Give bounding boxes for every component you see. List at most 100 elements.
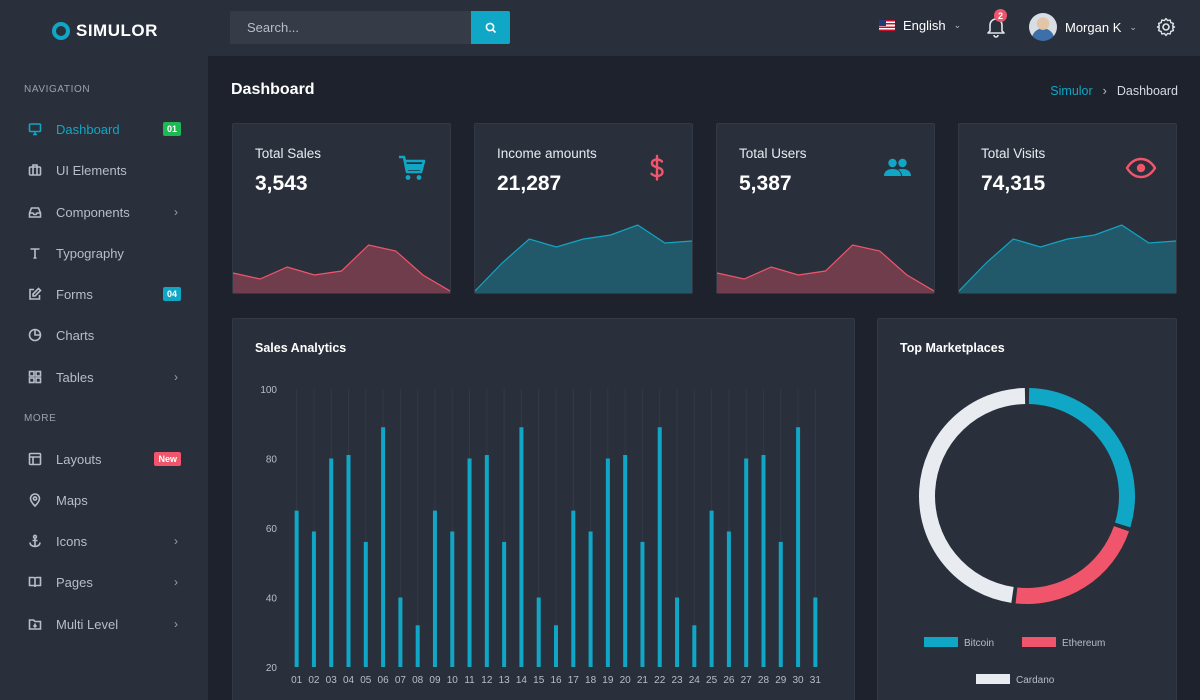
nav-section-navigation: NAVIGATION xyxy=(24,84,91,95)
sidebar-item-multi-level[interactable]: Multi Level › xyxy=(0,606,208,642)
sidebar: SIMULOR NAVIGATION MORE Dashboard 01 UI El… xyxy=(0,0,208,700)
language-label: English xyxy=(903,18,946,33)
anchor-icon xyxy=(28,534,42,548)
x-tick-label: 23 xyxy=(671,675,683,686)
sparkline-total-sales xyxy=(233,244,450,293)
bar-24 xyxy=(692,625,697,667)
eye-icon xyxy=(1125,157,1157,179)
search-icon xyxy=(485,22,496,33)
bar-02 xyxy=(311,531,316,667)
x-tick-label: 20 xyxy=(620,675,632,686)
logo-icon xyxy=(52,22,70,40)
sidebar-item-components[interactable]: Components › xyxy=(0,194,208,230)
sidebar-item-label: Typography xyxy=(56,245,124,261)
bar-31 xyxy=(813,597,818,667)
x-tick-label: 24 xyxy=(689,675,701,686)
stat-value: 5,387 xyxy=(739,172,792,195)
bar-03 xyxy=(329,458,334,667)
sidebar-item-ui-elements[interactable]: UI Elements xyxy=(0,152,208,188)
bar-08 xyxy=(415,625,420,667)
y-tick-label: 80 xyxy=(266,455,278,466)
gear-icon[interactable] xyxy=(1156,17,1176,37)
sparkline-income-amounts xyxy=(475,224,692,293)
language-selector[interactable]: English ⌄ xyxy=(879,18,961,33)
sidebar-item-pages[interactable]: Pages › xyxy=(0,564,208,600)
bar-18 xyxy=(588,531,593,667)
x-tick-label: 01 xyxy=(291,675,303,686)
y-tick-label: 20 xyxy=(266,663,278,674)
legend-swatch xyxy=(976,674,1010,684)
sidebar-item-layouts[interactable]: Layouts New xyxy=(0,441,208,477)
x-tick-label: 29 xyxy=(775,675,787,686)
stat-card-total-sales: Total Sales 3,543 xyxy=(232,123,451,294)
users-icon xyxy=(884,158,911,176)
bar-01 xyxy=(294,510,299,667)
sidebar-item-label: Forms xyxy=(56,286,93,302)
y-tick-label: 100 xyxy=(260,385,277,396)
bar-26 xyxy=(726,531,731,667)
sidebar-item-maps[interactable]: Maps xyxy=(0,482,208,518)
chevron-right-icon: › xyxy=(174,575,178,589)
y-tick-label: 40 xyxy=(266,594,278,605)
sparkline-line xyxy=(959,224,1176,292)
y-tick-label: 60 xyxy=(266,524,278,535)
bar-06 xyxy=(381,427,386,667)
chevron-down-icon: ⌄ xyxy=(953,20,962,30)
sparkline-area xyxy=(959,225,1176,293)
map-pin-icon xyxy=(28,493,42,507)
stat-card-total-visits: Total Visits 74,315 xyxy=(958,123,1177,294)
legend-swatch xyxy=(924,637,958,647)
topbar: English ⌄ 2 Morgan K ⌄ xyxy=(208,0,1200,56)
brand[interactable]: SIMULOR xyxy=(0,0,208,62)
bar-27 xyxy=(744,458,749,667)
bar-23 xyxy=(675,597,680,667)
x-tick-label: 14 xyxy=(516,675,528,686)
bar-04 xyxy=(346,455,351,667)
sidebar-item-dashboard[interactable]: Dashboard 01 xyxy=(0,111,208,147)
cart-icon xyxy=(399,155,426,180)
sidebar-item-tables[interactable]: Tables › xyxy=(0,359,208,395)
sparkline-line xyxy=(717,244,934,292)
search-button[interactable] xyxy=(471,11,510,44)
bar-17 xyxy=(571,510,576,667)
bar-09 xyxy=(432,510,437,667)
brand-name: SIMULOR xyxy=(76,21,158,40)
sidebar-item-label: Dashboard xyxy=(56,121,120,137)
donut-slice-bitcoin xyxy=(1028,388,1135,528)
stat-card-total-users: Total Users 5,387 xyxy=(716,123,935,294)
donut-slice-ethereum xyxy=(1015,525,1130,604)
top-marketplaces-card: Top Marketplaces Bitcoin Ethereum Cardano xyxy=(877,318,1177,700)
sidebar-item-icons[interactable]: Icons › xyxy=(0,523,208,559)
chevron-down-icon: ⌄ xyxy=(1129,21,1137,32)
sidebar-item-typography[interactable]: Typography xyxy=(0,235,208,271)
x-tick-label: 15 xyxy=(533,675,545,686)
user-menu[interactable]: Morgan K ⌄ xyxy=(1029,13,1137,41)
sidebar-item-label: Tables xyxy=(56,369,94,385)
sidebar-item-label: Multi Level xyxy=(56,616,119,632)
chevron-right-icon: › xyxy=(174,617,178,631)
sidebar-item-label: Maps xyxy=(56,492,88,508)
top-marketplaces-title: Top Marketplaces xyxy=(900,341,1005,355)
stat-value: 74,315 xyxy=(981,172,1046,195)
bar-30 xyxy=(796,427,801,667)
x-tick-label: 09 xyxy=(429,675,441,686)
sparkline-line xyxy=(233,244,450,292)
x-tick-label: 10 xyxy=(447,675,459,686)
sidebar-item-forms[interactable]: Forms 04 xyxy=(0,276,208,312)
bar-10 xyxy=(450,531,455,667)
x-tick-label: 13 xyxy=(499,675,511,686)
sidebar-item-charts[interactable]: Charts xyxy=(0,317,208,353)
book-icon xyxy=(28,575,42,589)
sidebar-item-label: Charts xyxy=(56,327,95,343)
chevron-right-icon: › xyxy=(174,205,178,219)
x-tick-label: 06 xyxy=(378,675,390,686)
sparkline-line xyxy=(475,224,692,292)
breadcrumb-link-home[interactable]: Simulor xyxy=(1050,84,1093,98)
bar-05 xyxy=(363,541,368,667)
monitor-icon xyxy=(28,122,42,136)
stat-title: Total Sales xyxy=(255,146,322,161)
bar-14 xyxy=(519,427,524,667)
search-input[interactable] xyxy=(230,11,472,44)
bar-25 xyxy=(709,510,714,667)
legend-swatch xyxy=(1022,637,1056,647)
